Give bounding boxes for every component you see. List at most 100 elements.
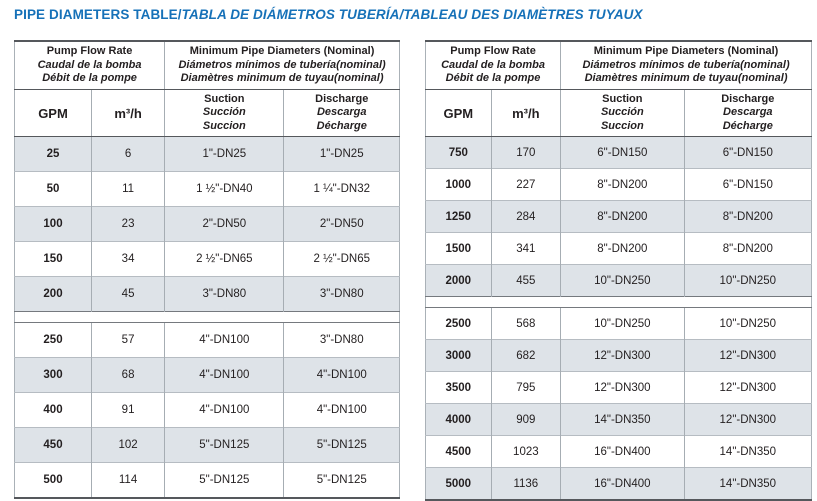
cell-gpm: 2000	[425, 264, 492, 297]
suction-fr: Succion	[600, 119, 644, 132]
flow-rate-es: Caudal de la bomba	[37, 58, 142, 71]
page-title: PIPE DIAMETERS TABLE/TABLA DE DIÁMETROS …	[14, 7, 643, 22]
table-row: 4000 909 14"-DN350 12"-DN300	[425, 403, 812, 436]
pipe-diameters-fr: Diamètres minimum de tuyau(nominal)	[180, 72, 384, 85]
cell-gpm: 1250	[425, 200, 492, 233]
cell-m3h: 1136	[490, 467, 561, 500]
gpm-column-header: GPM	[14, 89, 92, 137]
flow-rate-fr: Débit de la pompe	[445, 72, 541, 85]
table-row: 400 91 4"-DN100 4"-DN100	[14, 392, 400, 428]
block-separator	[14, 311, 400, 323]
cell-gpm: 50	[14, 171, 92, 207]
table-row: 4500 1023 16"-DN400 14"-DN350	[425, 435, 812, 468]
cell-suction: 10"-DN250	[560, 307, 685, 340]
cell-suction: 16"-DN400	[560, 467, 685, 500]
table-row: 250 57 4"-DN100 3"-DN80	[14, 322, 400, 358]
cell-m3h: 227	[490, 168, 561, 201]
table-row: 300 68 4"-DN100 4"-DN100	[14, 357, 400, 393]
block-separator	[425, 296, 812, 308]
cell-m3h: 34	[90, 241, 165, 277]
cell-gpm: 150	[14, 241, 92, 277]
cell-discharge: 5"-DN125	[283, 462, 400, 498]
cell-m3h: 284	[490, 200, 561, 233]
pipe-diameters-en: Minimum Pipe Diameters (Nominal)	[189, 45, 375, 58]
cell-suction: 2 ½"-DN65	[164, 241, 284, 277]
table-row: 2000 455 10"-DN250 10"-DN250	[425, 264, 812, 297]
header-row-groups: Pump Flow Rate Caudal de la bomba Débit …	[425, 41, 812, 90]
cell-m3h: 91	[90, 392, 165, 428]
pipe-table-gpm-750-5000: Pump Flow Rate Caudal de la bomba Débit …	[425, 40, 812, 501]
cell-suction: 8"-DN200	[560, 232, 685, 265]
cell-gpm: 750	[425, 136, 492, 169]
cell-m3h: 170	[490, 136, 561, 169]
cell-m3h: 102	[90, 427, 165, 463]
cell-discharge: 12"-DN300	[683, 371, 812, 404]
cell-discharge: 8"-DN200	[683, 200, 812, 233]
cell-discharge: 2"-DN50	[283, 206, 400, 242]
cell-m3h: 682	[490, 339, 561, 372]
m3h-column-header: m³/h	[90, 89, 165, 137]
cell-m3h: 341	[490, 232, 561, 265]
cell-discharge: 10"-DN250	[683, 264, 812, 297]
cell-gpm: 25	[14, 136, 92, 172]
table-row: 3000 682 12"-DN300 12"-DN300	[425, 339, 812, 372]
table-row: 50 11 1 ½"-DN40 1 ¼"-DN32	[14, 171, 400, 207]
table-row: 2500 568 10"-DN250 10"-DN250	[425, 307, 812, 340]
cell-suction: 5"-DN125	[164, 427, 284, 463]
table-row: 3500 795 12"-DN300 12"-DN300	[425, 371, 812, 404]
cell-gpm: 100	[14, 206, 92, 242]
cell-discharge: 14"-DN350	[683, 467, 812, 500]
suction-es: Succión	[202, 106, 246, 119]
flow-rate-en: Pump Flow Rate	[46, 45, 133, 58]
discharge-column-header: Discharge Descarga Décharge	[683, 89, 812, 137]
cell-gpm: 1500	[425, 232, 492, 265]
pipe-diameters-fr: Diamètres minimum de tuyau(nominal)	[584, 72, 788, 85]
cell-suction: 12"-DN300	[560, 339, 685, 372]
pipe-diameters-es: Diámetros mínimos de tubería(nominal)	[582, 58, 790, 71]
table-row: 150 34 2 ½"-DN65 2 ½"-DN65	[14, 241, 400, 277]
table-row: 100 23 2"-DN50 2"-DN50	[14, 206, 400, 242]
suction-column-header: Suction Succión Succion	[560, 89, 685, 137]
cell-gpm: 400	[14, 392, 92, 428]
suction-fr: Succion	[202, 119, 246, 132]
cell-m3h: 23	[90, 206, 165, 242]
discharge-es: Descarga	[723, 106, 773, 119]
table-row: 1500 341 8"-DN200 8"-DN200	[425, 232, 812, 265]
header-row-columns: GPM m³/h Suction Succión Succion Dischar…	[14, 89, 400, 137]
gpm-column-header: GPM	[425, 89, 492, 137]
cell-m3h: 45	[90, 276, 165, 312]
cell-m3h: 68	[90, 357, 165, 393]
cell-m3h: 909	[490, 403, 561, 436]
cell-suction: 4"-DN100	[164, 392, 284, 428]
table-row: 450 102 5"-DN125 5"-DN125	[14, 427, 400, 463]
discharge-fr: Décharge	[316, 119, 367, 132]
discharge-column-header: Discharge Descarga Décharge	[283, 89, 400, 137]
flow-rate-fr: Débit de la pompe	[42, 72, 137, 85]
cell-gpm: 500	[14, 462, 92, 498]
cell-suction: 1"-DN25	[164, 136, 284, 172]
cell-suction: 1 ½"-DN40	[164, 171, 284, 207]
cell-m3h: 1023	[490, 435, 561, 468]
cell-suction: 8"-DN200	[560, 168, 685, 201]
cell-discharge: 10"-DN250	[683, 307, 812, 340]
cell-discharge: 12"-DN300	[683, 339, 812, 372]
cell-discharge: 6"-DN150	[683, 136, 812, 169]
cell-discharge: 12"-DN300	[683, 403, 812, 436]
flow-rate-header: Pump Flow Rate Caudal de la bomba Débit …	[425, 41, 561, 90]
cell-suction: 5"-DN125	[164, 462, 284, 498]
cell-suction: 10"-DN250	[560, 264, 685, 297]
cell-discharge: 3"-DN80	[283, 276, 400, 312]
cell-suction: 8"-DN200	[560, 200, 685, 233]
pipe-diameters-en: Minimum Pipe Diameters (Nominal)	[593, 45, 779, 58]
pipe-diameters-header: Minimum Pipe Diameters (Nominal) Diámetr…	[164, 41, 400, 90]
page-title-translations: TABLA DE DIÁMETROS TUBERÍA/TABLEAU DES D…	[181, 7, 643, 22]
pipe-diameters-es: Diámetros mínimos de tubería(nominal)	[178, 58, 386, 71]
table-row: 500 114 5"-DN125 5"-DN125	[14, 462, 400, 498]
discharge-en: Discharge	[721, 92, 775, 105]
cell-m3h: 455	[490, 264, 561, 297]
cell-gpm: 4500	[425, 435, 492, 468]
header-row-columns: GPM m³/h Suction Succión Succion Dischar…	[425, 89, 812, 137]
cell-gpm: 4000	[425, 403, 492, 436]
cell-m3h: 57	[90, 322, 165, 358]
table-row: 1250 284 8"-DN200 8"-DN200	[425, 200, 812, 233]
